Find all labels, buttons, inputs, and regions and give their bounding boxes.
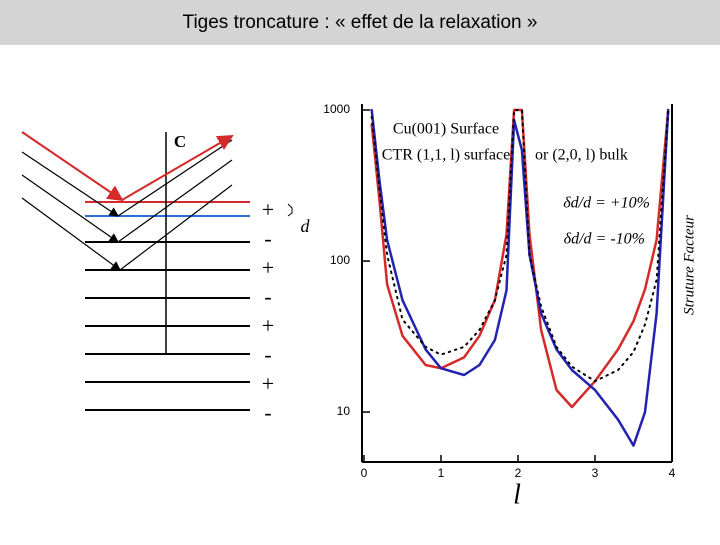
sign: + xyxy=(262,313,274,338)
series-label: δd/d = -10% xyxy=(564,231,645,248)
incident-ray xyxy=(21,131,124,202)
sign: - xyxy=(264,342,271,367)
chart: 10 100 1000 0 1 2 3 4 l Struture Facteur Cu(001) S… xyxy=(323,102,697,510)
rays xyxy=(21,139,233,271)
annotation: Cu(001) Surface xyxy=(393,121,499,138)
y-tick-label: 1000 xyxy=(323,102,350,116)
sign: - xyxy=(264,284,271,309)
slide-title: Tiges troncature : « effet de la relaxat… xyxy=(183,12,538,33)
title-bar xyxy=(0,0,720,45)
sign: + xyxy=(262,371,274,396)
sign: + xyxy=(262,255,274,280)
sign: - xyxy=(264,226,271,251)
plot-area xyxy=(370,108,670,447)
x-tick-label: 1 xyxy=(438,466,445,480)
label-d: d xyxy=(301,216,311,236)
series-line xyxy=(370,109,670,383)
annotation: CTR (1,1, l) surface xyxy=(382,147,510,164)
y-tick-label: 100 xyxy=(330,253,350,267)
label-c: C xyxy=(174,132,186,151)
x-tick-label: 4 xyxy=(669,466,676,480)
sign: + xyxy=(262,197,274,222)
sign: - xyxy=(264,400,271,425)
y-axis-label: Struture Facteur xyxy=(681,215,697,315)
d-bracket xyxy=(287,203,293,217)
signs: + - + - + - + - xyxy=(262,197,274,425)
reflected-ray xyxy=(121,134,234,201)
x-tick-label: 0 xyxy=(361,466,368,480)
series-label: δd/d = +10% xyxy=(563,195,650,212)
x-axis-label: l xyxy=(513,479,521,510)
diagram xyxy=(21,131,293,411)
x-tick-label: 3 xyxy=(592,466,599,480)
bulk-planes xyxy=(85,241,250,411)
x-tick-label: 2 xyxy=(515,466,522,480)
annotation: or (2,0, l) bulk xyxy=(535,147,628,164)
y-tick-label: 10 xyxy=(337,404,351,418)
series-line xyxy=(370,108,670,447)
